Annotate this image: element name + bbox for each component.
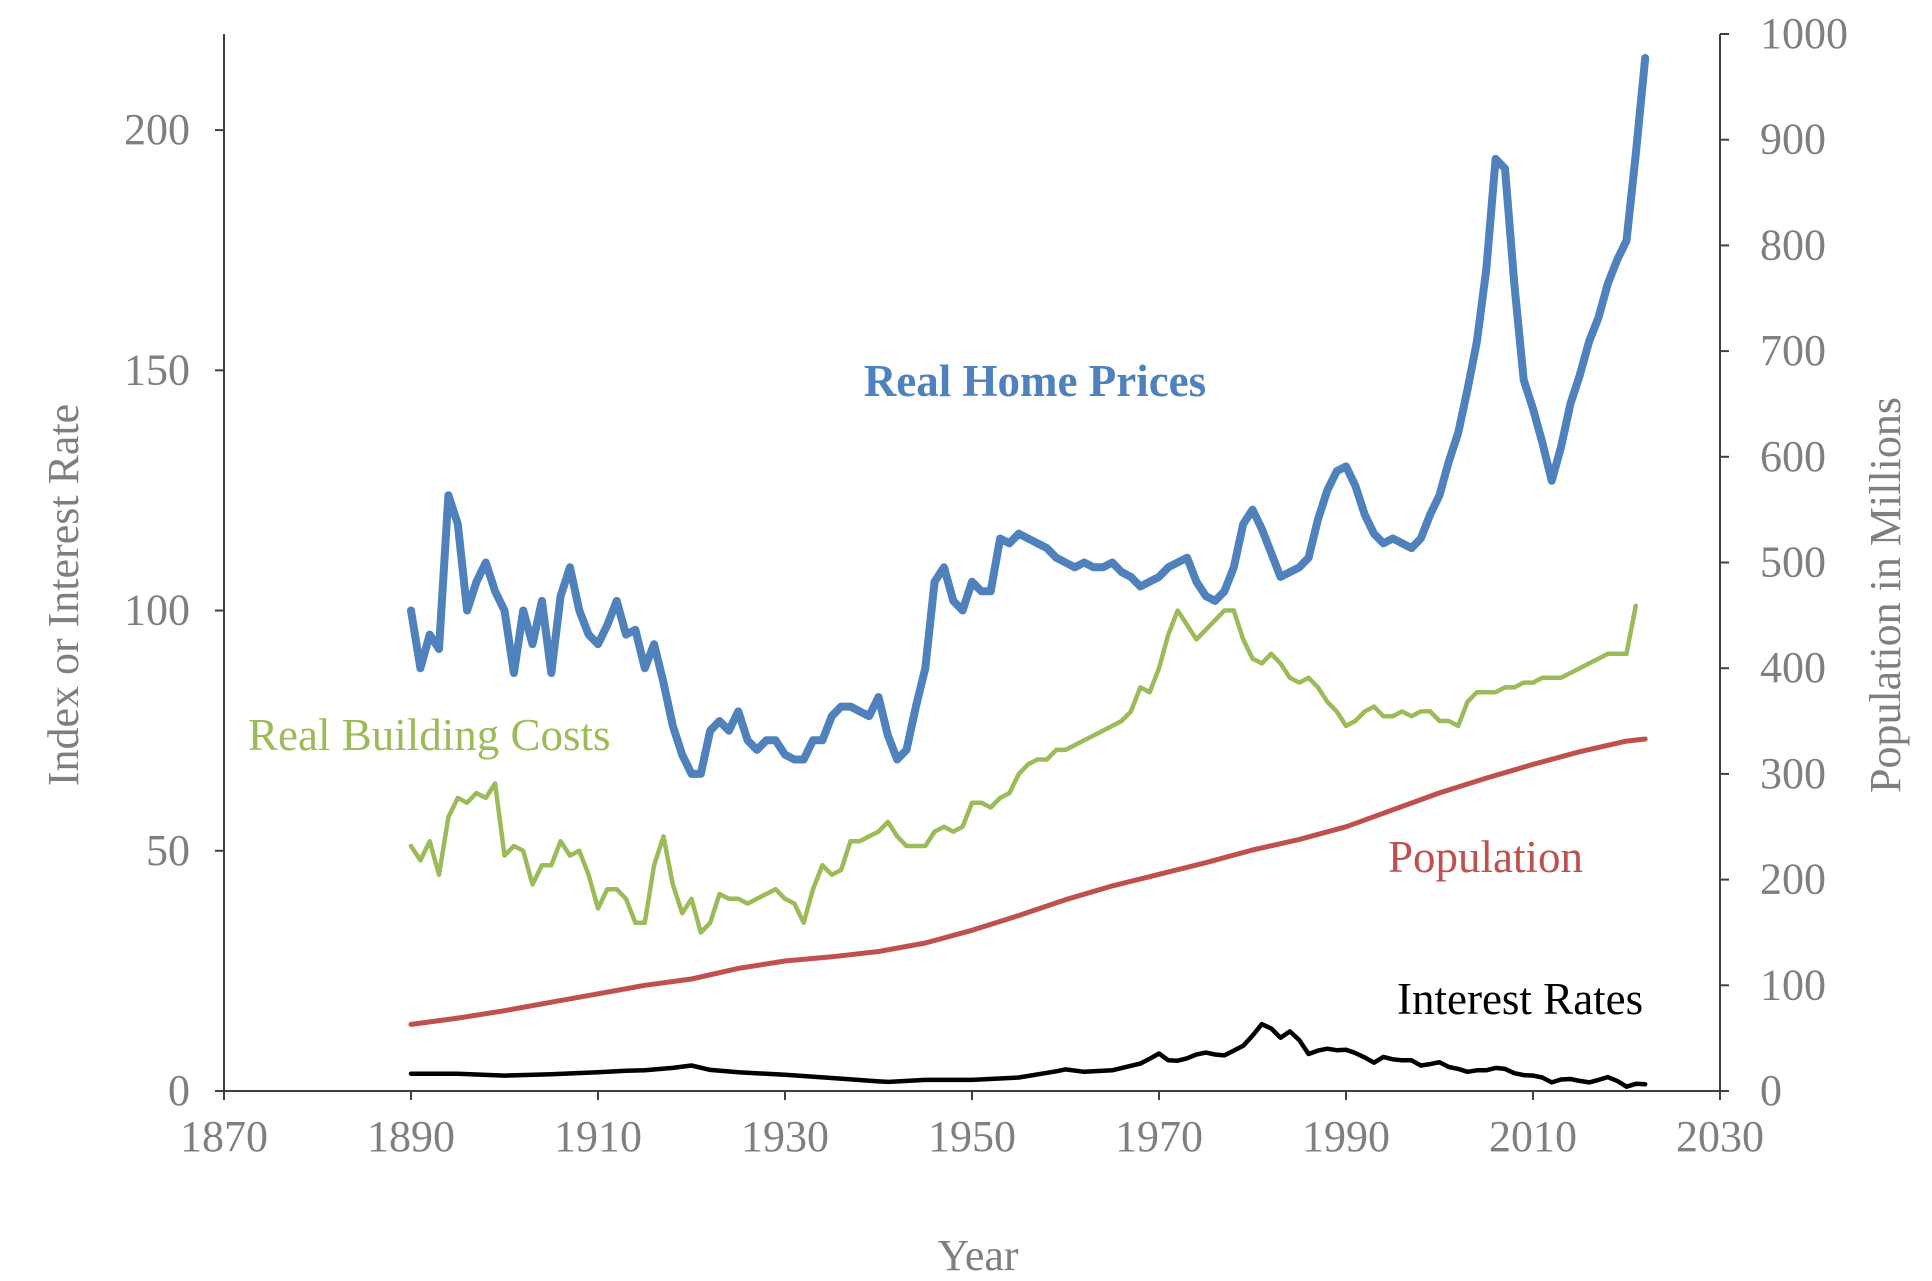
x-tick-label: 1910	[554, 1112, 642, 1161]
y-tick-label: 50	[146, 826, 190, 875]
series-label-interest-rates: Interest Rates	[1397, 974, 1643, 1024]
y2-tick-label: 600	[1760, 432, 1826, 481]
series-line-population	[408, 736, 1648, 1027]
y2-tick-label: 200	[1760, 855, 1826, 904]
series-label-real-home-prices: Real Home Prices	[864, 356, 1206, 406]
series-label-real-building-costs: Real Building Costs	[248, 710, 611, 760]
series-line-interest-rates	[408, 1021, 1648, 1089]
y2-tick-label: 300	[1760, 749, 1826, 798]
x-tick-label: 1950	[928, 1112, 1016, 1161]
y2-tick-label: 800	[1760, 220, 1826, 269]
y-axis-title: Index or Interest Rate	[39, 404, 88, 786]
y2-tick-label: 400	[1760, 643, 1826, 692]
y2-tick-label: 1000	[1760, 9, 1848, 58]
x-axis-title: Year	[937, 1231, 1018, 1280]
y-tick-label: 150	[124, 345, 190, 394]
x-tick-label: 2010	[1489, 1112, 1577, 1161]
y-tick-label: 0	[168, 1066, 190, 1115]
y2-axis-title: Population in Millions	[1861, 397, 1910, 793]
series-label-population: Population	[1388, 832, 1583, 882]
x-tick-label: 1930	[741, 1112, 829, 1161]
x-tick-label: 1890	[367, 1112, 455, 1161]
series-line-real-building-costs	[408, 603, 1639, 935]
x-tick-label: 1870	[180, 1112, 268, 1161]
y2-tick-label: 500	[1760, 538, 1826, 587]
x-tick-label: 1990	[1302, 1112, 1390, 1161]
x-tick-label: 1970	[1115, 1112, 1203, 1161]
y-tick-label: 200	[124, 105, 190, 154]
y-tick-label: 100	[124, 586, 190, 635]
y2-tick-label: 700	[1760, 326, 1826, 375]
x-tick-label: 2030	[1676, 1112, 1764, 1161]
y2-tick-label: 0	[1760, 1066, 1782, 1115]
series-line-real-home-prices	[407, 54, 1650, 778]
y2-tick-label: 900	[1760, 115, 1826, 164]
y2-tick-label: 100	[1760, 960, 1826, 1009]
